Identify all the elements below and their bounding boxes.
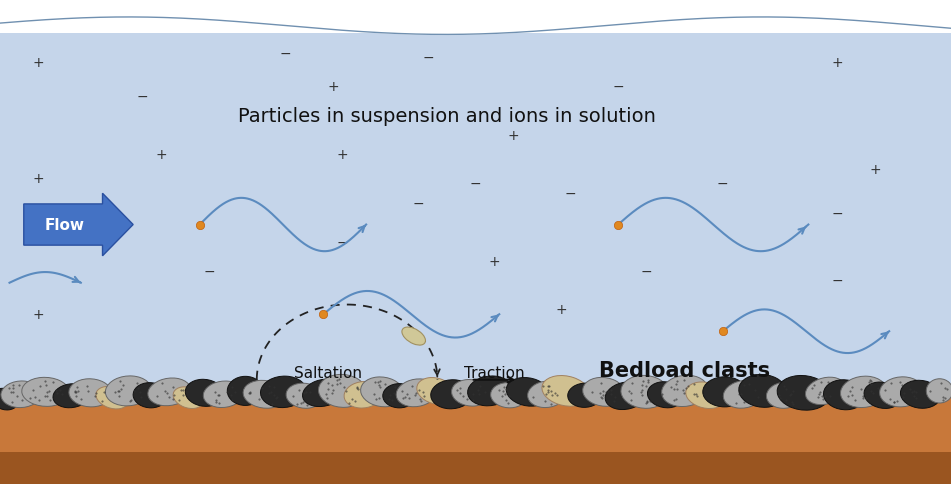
- Ellipse shape: [583, 378, 625, 407]
- Ellipse shape: [864, 382, 901, 408]
- Ellipse shape: [542, 376, 590, 407]
- Text: Bedload clasts: Bedload clasts: [599, 360, 770, 380]
- Text: −: −: [280, 46, 291, 60]
- Ellipse shape: [382, 384, 416, 408]
- Text: Flow: Flow: [45, 218, 85, 232]
- Ellipse shape: [880, 377, 923, 407]
- Text: Saltation: Saltation: [294, 365, 362, 380]
- Ellipse shape: [528, 381, 566, 408]
- Text: +: +: [32, 172, 44, 186]
- Text: +: +: [156, 148, 167, 162]
- Ellipse shape: [662, 376, 708, 407]
- Ellipse shape: [96, 387, 128, 409]
- Ellipse shape: [767, 382, 803, 408]
- Ellipse shape: [841, 377, 886, 408]
- Ellipse shape: [777, 376, 830, 410]
- Bar: [0, 394, 951, 484]
- Ellipse shape: [53, 384, 89, 408]
- Text: +: +: [869, 163, 881, 176]
- Text: Particles in suspension and ions in solution: Particles in suspension and ions in solu…: [238, 106, 656, 126]
- Text: −: −: [612, 80, 624, 94]
- Ellipse shape: [824, 380, 865, 410]
- Ellipse shape: [106, 376, 151, 406]
- Text: +: +: [32, 308, 44, 321]
- Ellipse shape: [568, 383, 602, 408]
- Text: +: +: [555, 303, 567, 317]
- Text: −: −: [831, 206, 843, 220]
- Ellipse shape: [739, 375, 786, 408]
- Ellipse shape: [648, 382, 684, 408]
- Ellipse shape: [204, 381, 243, 408]
- Ellipse shape: [243, 380, 285, 408]
- Ellipse shape: [133, 383, 167, 408]
- Ellipse shape: [452, 380, 490, 406]
- Ellipse shape: [605, 382, 647, 410]
- Text: +: +: [489, 255, 500, 268]
- Text: Traction: Traction: [464, 365, 525, 380]
- Text: −: −: [204, 264, 215, 278]
- Text: −: −: [413, 197, 424, 210]
- Ellipse shape: [344, 382, 382, 408]
- Ellipse shape: [621, 376, 669, 408]
- Text: −: −: [470, 177, 481, 191]
- Text: +: +: [337, 148, 348, 162]
- Ellipse shape: [491, 383, 527, 408]
- Text: −: −: [422, 51, 434, 65]
- Ellipse shape: [506, 378, 550, 407]
- Text: −: −: [337, 235, 348, 249]
- Ellipse shape: [417, 378, 455, 404]
- Text: +: +: [831, 56, 843, 70]
- Bar: [0, 0, 951, 421]
- Ellipse shape: [686, 382, 726, 408]
- Bar: [0, 0, 951, 34]
- Ellipse shape: [402, 327, 425, 346]
- Text: −: −: [831, 274, 843, 287]
- Ellipse shape: [703, 377, 747, 407]
- Ellipse shape: [0, 389, 18, 410]
- Ellipse shape: [147, 378, 191, 406]
- Bar: [0, 453, 951, 484]
- Text: −: −: [565, 187, 576, 200]
- Text: −: −: [717, 177, 728, 191]
- Text: +: +: [508, 129, 519, 142]
- Ellipse shape: [68, 379, 112, 407]
- Ellipse shape: [360, 377, 404, 407]
- Ellipse shape: [901, 380, 941, 408]
- Text: −: −: [137, 90, 148, 104]
- Text: +: +: [327, 80, 339, 94]
- Ellipse shape: [261, 377, 306, 408]
- Ellipse shape: [1, 381, 41, 408]
- Ellipse shape: [22, 378, 69, 407]
- Text: +: +: [32, 56, 44, 70]
- Ellipse shape: [227, 377, 263, 406]
- Ellipse shape: [468, 376, 512, 406]
- Ellipse shape: [431, 380, 473, 409]
- Polygon shape: [24, 194, 133, 257]
- Ellipse shape: [185, 379, 223, 407]
- Ellipse shape: [173, 387, 204, 408]
- Ellipse shape: [805, 378, 845, 405]
- Ellipse shape: [724, 380, 764, 408]
- Ellipse shape: [302, 379, 344, 407]
- Ellipse shape: [319, 375, 366, 408]
- Ellipse shape: [286, 383, 322, 408]
- Ellipse shape: [926, 379, 951, 403]
- Text: −: −: [641, 264, 652, 278]
- Ellipse shape: [397, 379, 437, 407]
